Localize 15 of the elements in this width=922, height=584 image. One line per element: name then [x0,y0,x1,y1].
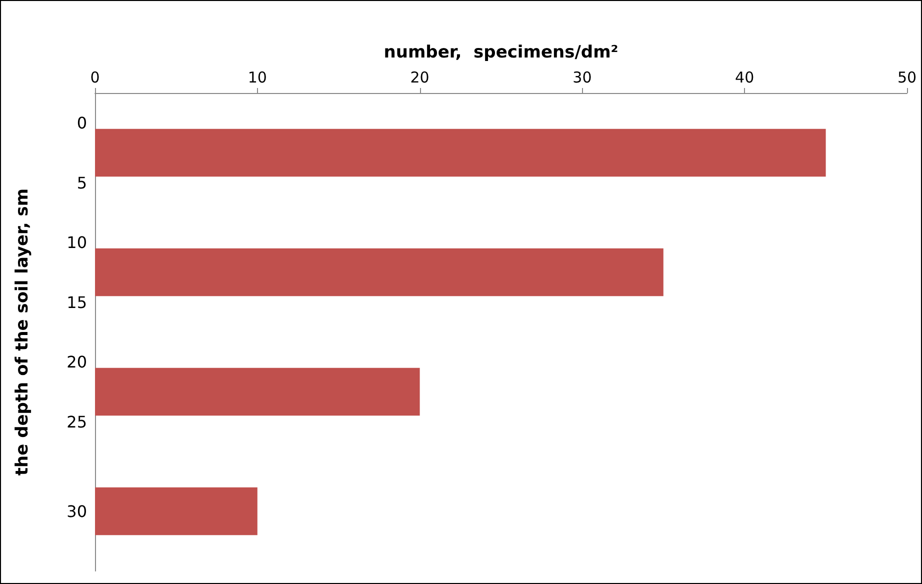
y-axis-title: the depth of the soil layer, sm [12,188,32,476]
x-tick-label: 40 [735,68,754,86]
bar [95,248,664,296]
bar [95,128,826,177]
bar [95,487,258,536]
x-tick-label: 10 [248,68,267,86]
category-label: 10 15 [66,232,87,312]
category-label: 20 25 [66,352,87,432]
x-tick-label: 20 [410,68,430,86]
x-axis-title: number, specimens/dm² [384,42,618,62]
x-tick-label: 0 [90,68,100,86]
x-tick-label: 50 [897,68,917,86]
bar [95,368,420,416]
category-label: 0 5 [76,113,87,192]
x-tick-label: 30 [572,68,592,86]
